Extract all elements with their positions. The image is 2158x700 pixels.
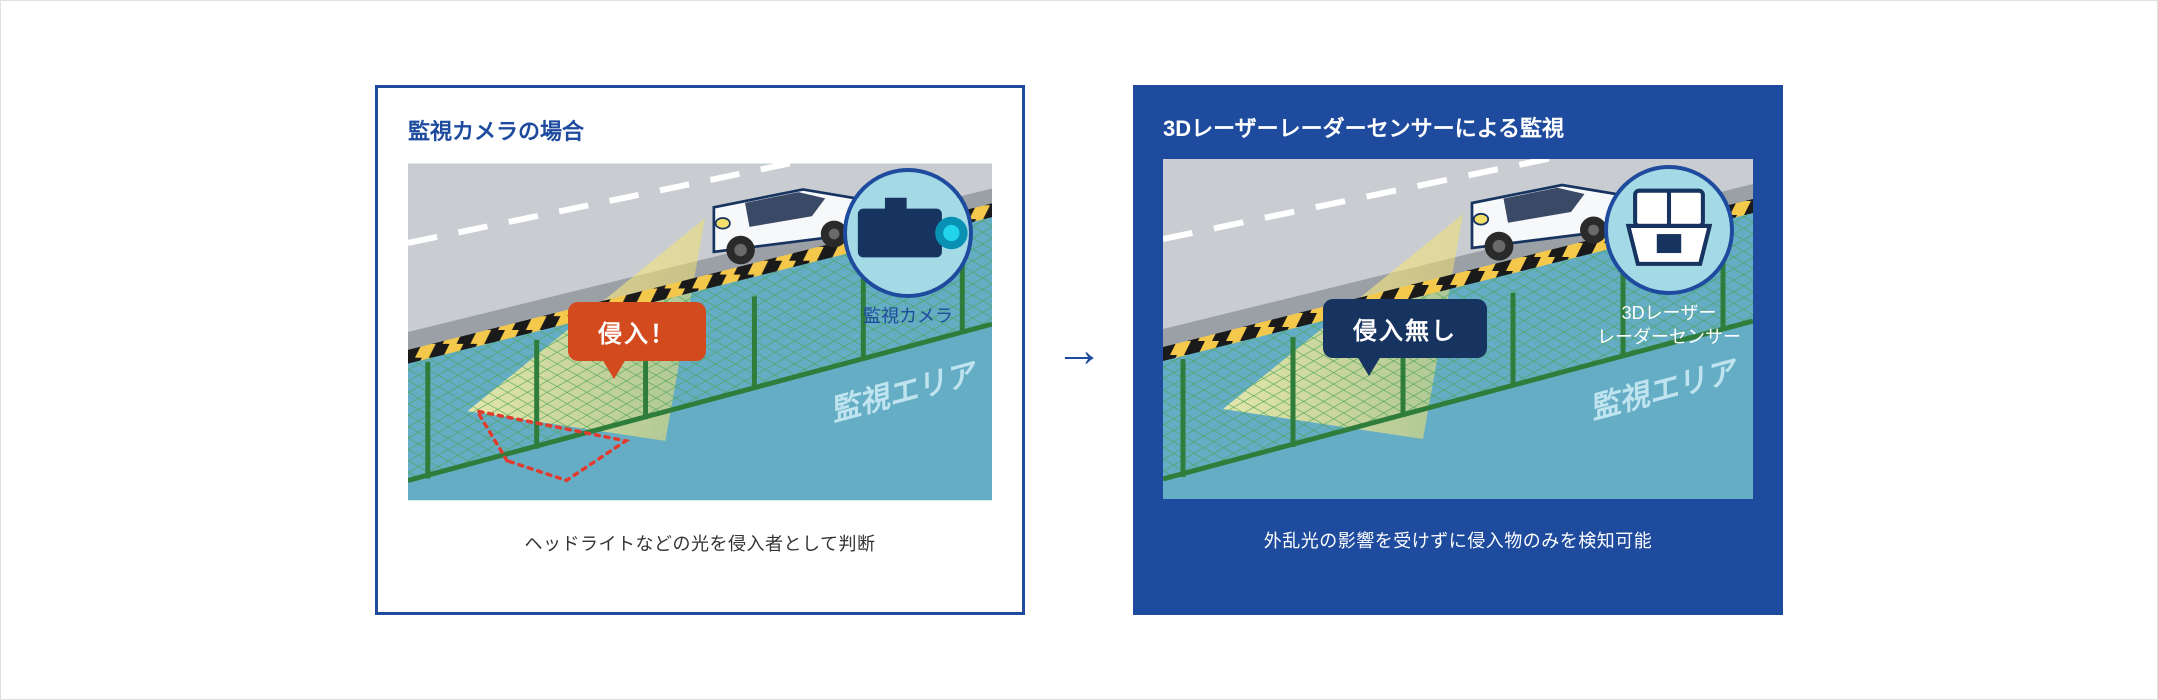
- caption-lidar: 外乱光の影響を受けずに侵入物のみを検知可能: [1163, 527, 1753, 553]
- scene-lidar: 監視エリア 3Dレーザー レーダーセンサー 侵入無し: [1163, 159, 1753, 499]
- comparison-diagram: 監視カメラの場合: [0, 0, 2158, 700]
- camera-icon: [843, 168, 973, 298]
- alert-bubble-body: 侵入無し: [1323, 299, 1487, 358]
- panel-lidar: 3Dレーザーレーダーセンサーによる監視: [1133, 85, 1783, 615]
- sensor-label-lidar: 3Dレーザー レーダーセンサー: [1579, 301, 1759, 350]
- arrow-icon: →: [1055, 323, 1103, 378]
- lidar-icon: [1604, 165, 1734, 295]
- sensor-badge-camera: 監視カメラ: [818, 168, 998, 328]
- panel-camera-title: 監視カメラの場合: [408, 114, 992, 146]
- caption-camera: ヘッドライトなどの光を侵入者として判断: [408, 530, 992, 556]
- panel-camera: 監視カメラの場合: [375, 85, 1025, 615]
- alert-bubble-intrusion: 侵入！: [568, 302, 706, 361]
- sensor-badge-lidar: 3Dレーザー レーダーセンサー: [1579, 165, 1759, 350]
- sensor-label-camera: 監視カメラ: [818, 304, 998, 328]
- alert-bubble-tail: [602, 359, 626, 379]
- alert-text: 侵入無し: [1353, 318, 1457, 345]
- alert-text: 侵入！: [598, 321, 676, 348]
- scene-camera: 監視エリア 監視カメラ 侵入！: [408, 162, 992, 502]
- alert-bubble-body: 侵入！: [568, 302, 706, 361]
- alert-bubble-tail: [1357, 356, 1381, 376]
- panel-lidar-title: 3Dレーザーレーダーセンサーによる監視: [1163, 111, 1753, 143]
- alert-bubble-no-intrusion: 侵入無し: [1323, 299, 1487, 358]
